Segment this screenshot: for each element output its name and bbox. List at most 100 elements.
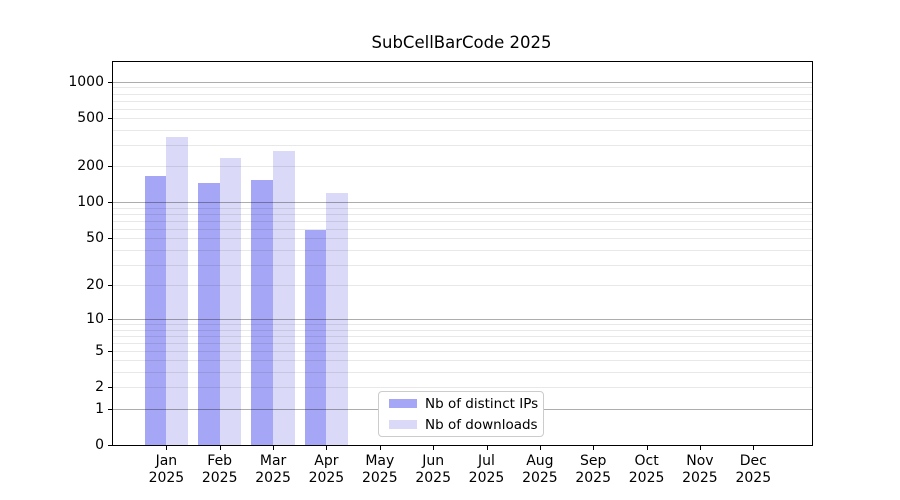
- x-tick-year: 2025: [148, 469, 185, 486]
- bar-downloads: [166, 136, 189, 445]
- major-gridline: [113, 319, 812, 320]
- minor-gridline: [113, 342, 812, 344]
- y-tick-label: 200: [77, 158, 104, 175]
- minor-gridline: [113, 285, 812, 286]
- legend-label: Nb of distinct IPs: [425, 395, 539, 412]
- y-tick-label: 10: [86, 311, 104, 327]
- legend: Nb of distinct IPs Nb of downloads: [378, 391, 544, 437]
- x-tick-label: Apr 2025: [291, 453, 361, 486]
- x-tick-mark: [326, 446, 328, 450]
- bar-distinct-ips: [304, 229, 327, 445]
- x-tick-year: 2025: [682, 469, 718, 486]
- y-tick-mark: [108, 387, 112, 389]
- minor-gridline: [113, 118, 812, 120]
- x-tick-mark: [433, 446, 435, 450]
- bar-distinct-ips: [251, 179, 274, 445]
- x-tick-year: 2025: [468, 469, 505, 486]
- minor-gridline: [113, 238, 812, 240]
- minor-gridline: [113, 130, 812, 131]
- minor-gridline: [113, 108, 812, 110]
- minor-gridline: [113, 329, 812, 331]
- x-tick-year: 2025: [415, 469, 451, 486]
- minor-gridline: [113, 214, 812, 215]
- x-tick-mark: [486, 446, 488, 450]
- x-tick-month: Jun: [422, 453, 445, 469]
- x-tick-mark: [753, 446, 755, 450]
- x-tick-label: Jan 2025: [131, 453, 201, 486]
- minor-gridline: [113, 228, 812, 230]
- major-gridline: [113, 202, 812, 204]
- x-tick-year: 2025: [361, 469, 398, 486]
- x-tick-mark: [273, 446, 275, 450]
- minor-gridline: [113, 145, 812, 146]
- x-tick-month: May: [365, 453, 395, 469]
- x-tick-month: Dec: [739, 453, 767, 469]
- x-tick-mark: [539, 446, 541, 450]
- minor-gridline: [113, 249, 812, 251]
- x-tick-label: Oct 2025: [612, 453, 682, 486]
- minor-gridline: [113, 166, 812, 168]
- minor-gridline: [113, 93, 812, 95]
- minor-gridline: [113, 387, 812, 389]
- minor-gridline: [113, 335, 812, 337]
- chart-title: SubCellBarCode 2025: [371, 33, 552, 52]
- y-tick-label: 50: [86, 230, 104, 247]
- y-tick-mark: [108, 166, 112, 168]
- y-tick-label: 5: [95, 342, 104, 359]
- legend-swatch: [389, 420, 417, 429]
- bar-downloads: [219, 157, 242, 445]
- y-tick-mark: [108, 202, 112, 204]
- x-tick-label: Nov 2025: [665, 453, 735, 486]
- legend-label: Nb of downloads: [425, 416, 538, 433]
- minor-gridline: [113, 372, 812, 374]
- bar-downloads: [273, 151, 295, 445]
- x-tick-month: Aug: [526, 453, 554, 469]
- x-tick-month: Jan: [155, 453, 178, 469]
- minor-gridline: [113, 350, 812, 352]
- y-tick-mark: [108, 350, 112, 352]
- bar-downloads: [326, 192, 349, 445]
- x-tick-label: Sep 2025: [558, 453, 628, 486]
- x-tick-year: 2025: [308, 469, 345, 486]
- x-tick-label: May 2025: [345, 453, 415, 486]
- x-tick-label: Jun 2025: [398, 453, 468, 486]
- x-tick-year: 2025: [575, 469, 611, 486]
- y-tick-label: 100: [77, 194, 104, 211]
- y-tick-mark: [108, 118, 112, 120]
- minor-gridline: [113, 360, 812, 362]
- x-tick-year: 2025: [735, 469, 772, 486]
- legend-swatch: [389, 399, 417, 408]
- y-tick-label: 1: [95, 400, 104, 417]
- y-tick-label: 20: [86, 277, 104, 293]
- minor-gridline: [113, 324, 812, 325]
- x-tick-year: 2025: [628, 469, 665, 486]
- plot-area: [112, 61, 813, 446]
- minor-gridline: [113, 100, 812, 102]
- x-tick-year: 2025: [255, 469, 291, 486]
- x-tick-label: Mar 2025: [238, 453, 308, 486]
- x-tick-label: Feb 2025: [185, 453, 255, 486]
- y-tick-label: 500: [77, 110, 104, 127]
- y-tick-mark: [108, 445, 112, 446]
- x-tick-month: Mar: [259, 453, 287, 469]
- bar-distinct-ips: [197, 183, 220, 445]
- minor-gridline: [113, 264, 812, 266]
- major-gridline: [113, 81, 812, 83]
- x-tick-year: 2025: [522, 469, 558, 486]
- minor-gridline: [113, 221, 812, 222]
- x-tick-month: Sep: [579, 453, 607, 469]
- x-tick-year: 2025: [201, 469, 238, 486]
- y-tick-mark: [108, 285, 112, 286]
- x-tick-mark: [593, 446, 595, 450]
- x-tick-mark: [379, 446, 381, 450]
- x-tick-month: Jul: [478, 453, 495, 469]
- bar-distinct-ips: [144, 176, 167, 445]
- x-tick-mark: [166, 446, 168, 450]
- x-tick-month: Oct: [634, 453, 659, 469]
- x-tick-mark: [699, 446, 701, 450]
- legend-item: Nb of downloads: [389, 416, 543, 433]
- y-tick-mark: [108, 238, 112, 240]
- y-tick-label: 1000: [68, 73, 104, 90]
- y-tick-mark: [108, 408, 112, 410]
